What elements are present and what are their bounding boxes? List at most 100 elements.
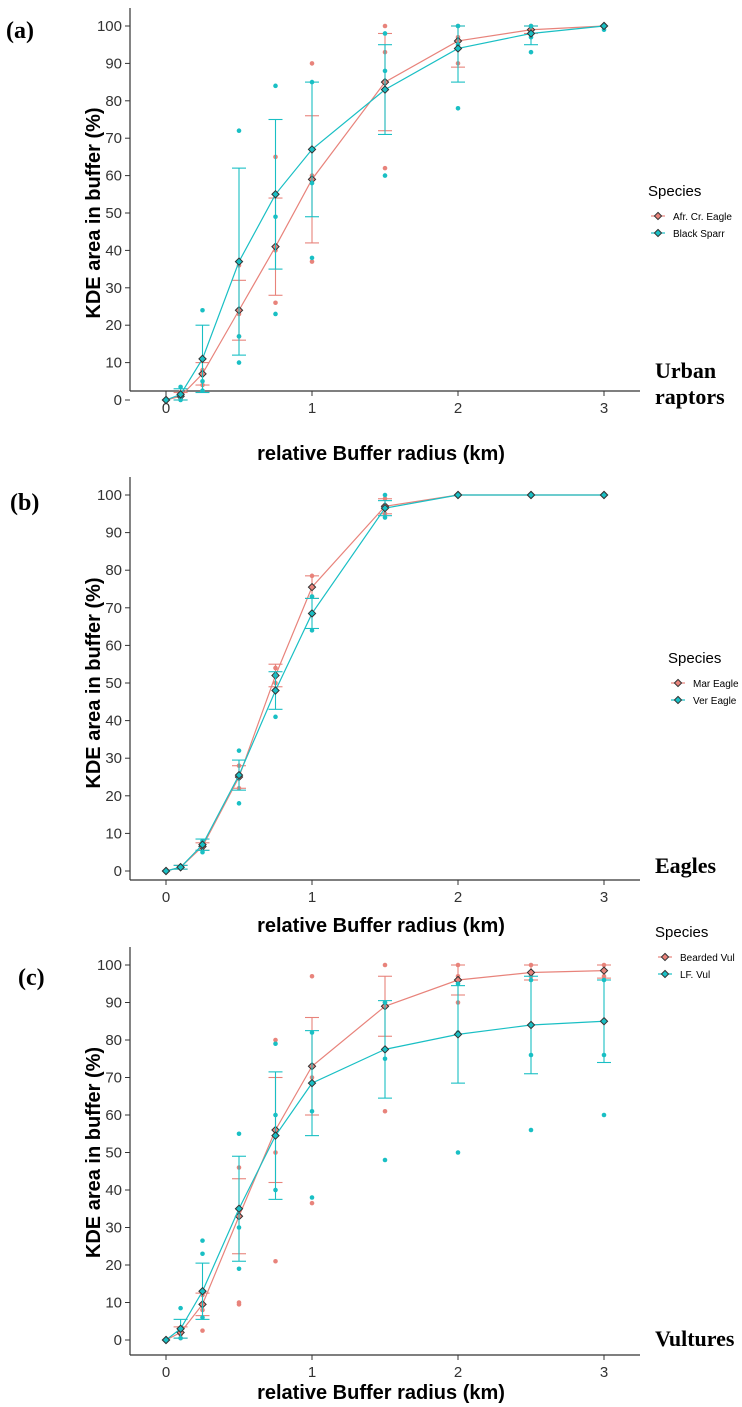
- data-point: [382, 962, 388, 968]
- data-point: [309, 1195, 315, 1200]
- data-point: [178, 384, 183, 390]
- mean-marker: [599, 21, 609, 31]
- y-tick-label: 30: [105, 280, 122, 297]
- x-axis-title: relative Buffer radius (km): [257, 443, 505, 465]
- data-point: [273, 300, 278, 306]
- mean-marker: [307, 1078, 317, 1088]
- mean-marker: [198, 840, 207, 849]
- data-point: [200, 1251, 205, 1257]
- data-point: [382, 31, 388, 36]
- data-point: [236, 1266, 242, 1272]
- mean-line: [165, 970, 605, 1341]
- mean-marker: [176, 390, 185, 399]
- panel-letter: (a): [6, 18, 34, 44]
- mean-marker: [271, 686, 280, 695]
- mean-marker: [161, 395, 171, 405]
- mean-marker: [176, 1324, 185, 1334]
- mean-marker: [599, 1016, 609, 1026]
- panel-letter: (c): [18, 965, 45, 991]
- mean-marker: [271, 189, 280, 199]
- data-point: [455, 105, 461, 111]
- legend-key-marker: [653, 228, 663, 238]
- y-tick-label: 20: [105, 1257, 122, 1274]
- mean-marker: [161, 866, 171, 876]
- y-tick-label: 0: [114, 1332, 122, 1349]
- group-label: Urban: [655, 358, 716, 383]
- mean-line: [165, 1020, 605, 1341]
- data-point: [200, 307, 205, 313]
- mean-marker: [599, 966, 609, 975]
- mean-marker: [161, 1335, 171, 1345]
- data-point: [236, 1131, 242, 1137]
- mean-marker: [198, 1286, 207, 1296]
- y-tick-label: 20: [105, 788, 122, 805]
- y-tick-label: 10: [105, 1295, 122, 1312]
- panel-letter: (b): [10, 490, 39, 516]
- x-tick-label: 3: [600, 889, 608, 906]
- mean-marker: [526, 29, 536, 38]
- data-point: [309, 1200, 315, 1206]
- data-point: [382, 23, 388, 29]
- legend-label: LF. Vul: [680, 970, 710, 981]
- data-point: [273, 83, 278, 89]
- x-tick-label: 2: [454, 400, 462, 417]
- data-point: [309, 61, 315, 66]
- mean-marker: [271, 1131, 280, 1140]
- data-point: [200, 1328, 205, 1333]
- x-tick-label: 0: [162, 1364, 170, 1381]
- group-label: Vultures: [655, 1326, 735, 1351]
- legend-key-marker: [660, 952, 670, 962]
- mean-marker: [453, 1030, 463, 1039]
- data-point: [309, 973, 315, 979]
- legend-title: Species: [648, 183, 701, 200]
- data-point: [382, 492, 388, 498]
- data-point: [382, 1157, 388, 1163]
- data-point: [382, 515, 388, 520]
- legend-key-marker: [660, 969, 670, 979]
- data-point: [455, 981, 461, 987]
- data-point: [309, 628, 315, 633]
- y-tick-label: 70: [105, 130, 122, 147]
- data-point: [273, 1258, 278, 1264]
- mean-marker: [380, 85, 390, 94]
- legend: Species Afr. Cr. Eagle Black Sparr: [648, 183, 732, 240]
- legend-title: Species: [655, 924, 708, 941]
- y-tick-label: 60: [105, 1107, 122, 1124]
- y-tick-label: 90: [105, 55, 122, 72]
- legend-key-marker: [673, 695, 683, 705]
- y-tick-label: 90: [105, 525, 122, 542]
- y-tick-label: 10: [105, 355, 122, 372]
- mean-marker: [526, 968, 536, 977]
- data-point: [309, 259, 315, 264]
- mean-marker: [380, 1045, 390, 1054]
- mean-line: [165, 494, 604, 872]
- mean-line: [165, 25, 605, 401]
- y-tick-label: 40: [105, 713, 122, 730]
- x-tick-label: 3: [600, 400, 608, 417]
- data-point: [236, 360, 242, 365]
- data-point: [236, 1300, 242, 1305]
- data-point: [455, 1150, 461, 1155]
- y-tick-label: 60: [105, 637, 122, 654]
- data-point: [178, 1305, 183, 1311]
- y-tick-label: 80: [105, 562, 122, 579]
- legend-label: Bearded Vul: [680, 953, 735, 964]
- group-label: raptors: [655, 384, 725, 409]
- legend-label: Black Sparr: [673, 229, 725, 240]
- legend-label: Afr. Cr. Eagle: [673, 212, 732, 223]
- y-tick-label: 50: [105, 1145, 122, 1162]
- data-point: [309, 255, 315, 261]
- group-label: Eagles: [655, 853, 717, 878]
- y-tick-label: 90: [105, 995, 122, 1012]
- mean-marker: [453, 490, 463, 500]
- mean-marker: [176, 862, 185, 872]
- x-tick-label: 0: [162, 400, 170, 417]
- y-tick-label: 70: [105, 1070, 122, 1087]
- mean-marker: [198, 354, 207, 364]
- mean-marker: [307, 609, 317, 618]
- legend-key-marker: [673, 678, 683, 688]
- mean-marker: [380, 503, 390, 513]
- legend-label: Mar Eagle: [693, 679, 739, 690]
- x-tick-label: 0: [162, 889, 170, 906]
